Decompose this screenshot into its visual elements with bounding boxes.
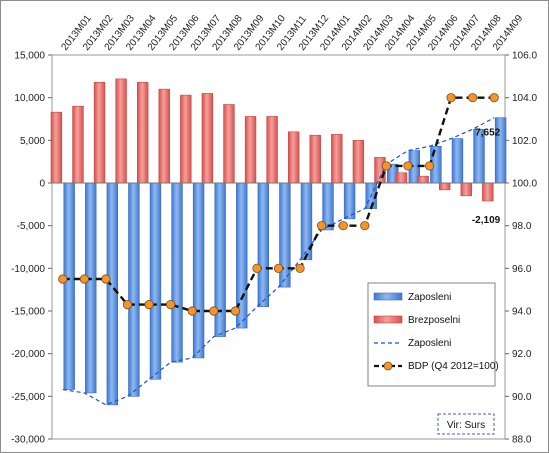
brezposelni-bar (417, 175, 429, 184)
left-tick-label: -10,000 (11, 264, 45, 275)
right-tick-label: 96.0 (512, 264, 532, 275)
bdp-marker (446, 93, 456, 103)
bdp-marker (381, 161, 391, 171)
left-tick-label: -25,000 (11, 392, 45, 403)
legend-label-bdp: BDP (Q4 2012=100) (408, 361, 499, 372)
bdp-marker (273, 263, 284, 273)
bdp-line-path (62, 96, 495, 313)
left-tick-label: -15,000 (11, 307, 45, 318)
brezposelni-bar (331, 134, 343, 184)
right-axis: 106.0 104.0 102.0 100.0 98.0 96.0 94.0 92.0 90.0… (505, 51, 537, 446)
zaposleni-bar (85, 182, 97, 394)
brezposelni-bar (201, 93, 214, 184)
zaposleni-bar (149, 182, 162, 380)
bdp-marker (295, 263, 305, 273)
legend-label-brezposelni: Brezposelni (408, 315, 460, 326)
right-tick-label: 106.0 (512, 51, 537, 62)
legend-label-zaposleni-line: Zaposleni (408, 338, 451, 349)
brezposelni-bar (395, 172, 408, 184)
bdp-marker (209, 306, 219, 316)
brezposelni-bar (93, 82, 106, 184)
brezposelni-bar (266, 116, 278, 184)
left-tick-label: -30,000 (11, 435, 45, 446)
right-tick-label: 104.0 (512, 93, 537, 104)
bdp-marker (489, 93, 499, 103)
brezposelni-bar (287, 131, 300, 184)
brezposelni-bars (50, 78, 494, 202)
right-tick-label: 90.0 (512, 392, 532, 403)
brezposelni-bar (460, 182, 472, 197)
zaposleni-line (62, 117, 495, 406)
brezposelni-bar (309, 134, 321, 184)
brezposelni-bar (136, 82, 149, 184)
zaposleni-bar (257, 182, 270, 308)
right-tick-label: 98.0 (512, 221, 532, 232)
category-axis: 2013M012013M022013M032013M042013M052013M… (59, 13, 525, 53)
brezposelni-bar (50, 111, 63, 184)
left-tick-label: 5,000 (20, 136, 45, 147)
bdp-marker (252, 263, 262, 273)
data-labels: 7,652 -2,109 (472, 128, 501, 226)
source-box-border (437, 413, 495, 435)
zaposleni-bar (106, 182, 119, 406)
right-tick-label: 102.0 (512, 136, 537, 147)
left-tick-label: -5,000 (17, 221, 46, 232)
right-tick-label: 92.0 (512, 349, 532, 360)
bdp-marker (360, 221, 370, 231)
zaposleni-last-label: 7,652 (475, 128, 500, 139)
left-tick-label: 10,000 (14, 93, 45, 104)
zaposleni-bar (128, 182, 140, 397)
plot-area (51, 54, 506, 440)
bdp-marker (230, 306, 240, 316)
bdp-marker (403, 161, 413, 171)
left-axis: 15,000 10,000 5,000 0 -5,000 -10,000 -15,000 -2… (11, 51, 52, 446)
legend-label-zaposleni-bar: Zaposleni (408, 292, 451, 303)
bdp-marker (468, 93, 478, 103)
legend-swatch-zaposleni-bar (373, 292, 403, 301)
brezposelni-bar (352, 140, 365, 184)
legend-swatch-bdp-marker (383, 361, 393, 371)
bdp-marker (338, 221, 348, 231)
bdp-marker (58, 274, 68, 284)
zaposleni-line-path (62, 117, 495, 406)
legend: Zaposleni Brezposelni Zaposleni BDP (Q4 201… (367, 282, 499, 387)
brezposelni-bar (223, 104, 235, 184)
bdp-marker (317, 221, 327, 231)
bdp-line (58, 93, 499, 316)
plot-border (51, 54, 506, 440)
right-tick-label: 88.0 (512, 435, 532, 446)
bdp-marker (122, 299, 133, 310)
brezposelni-bar (438, 182, 451, 191)
brezposelni-bar (72, 105, 84, 184)
brezposelni-bar (482, 182, 494, 202)
left-tick-label: -20,000 (11, 349, 45, 360)
bdp-marker (166, 299, 176, 310)
brezposelni-last-label: -2,109 (472, 215, 501, 226)
bdp-marker (101, 274, 111, 284)
source-label: Vir: Surs (447, 420, 485, 431)
legend-swatch-brezposelni (373, 315, 403, 324)
bdp-marker (424, 161, 435, 171)
brezposelni-bar (180, 94, 192, 184)
bdp-marker (187, 306, 197, 316)
zaposleni-bar (171, 182, 183, 363)
zaposleni-bar (451, 138, 464, 184)
brezposelni-bar (244, 116, 257, 184)
zaposleni-bars (63, 117, 507, 406)
brezposelni-bar (158, 88, 170, 184)
brezposelni-bar (115, 78, 127, 184)
right-tick-label: 100.0 (512, 179, 537, 190)
zaposleni-bar (192, 182, 205, 359)
source-box: Vir: Surs (437, 413, 495, 435)
left-tick-label: 15,000 (14, 51, 45, 62)
zaposleni-bar (63, 182, 75, 390)
bdp-marker (79, 274, 89, 284)
left-tick-label: 0 (39, 179, 45, 190)
bdp-marker (144, 299, 154, 310)
right-tick-label: 94.0 (512, 307, 532, 318)
